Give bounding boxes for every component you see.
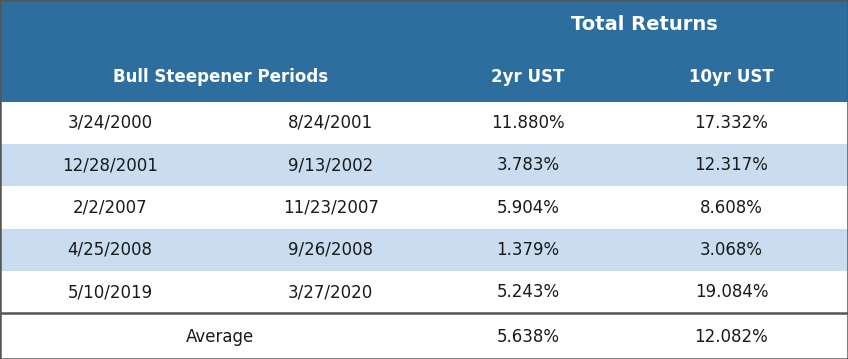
FancyBboxPatch shape (0, 229, 848, 271)
Text: 10yr UST: 10yr UST (689, 68, 773, 86)
Text: 11.880%: 11.880% (491, 114, 565, 132)
Text: 5.904%: 5.904% (496, 199, 560, 216)
FancyBboxPatch shape (0, 313, 848, 359)
Text: 2yr UST: 2yr UST (491, 68, 565, 86)
Text: Total Returns: Total Returns (571, 15, 718, 34)
Text: 8.608%: 8.608% (700, 199, 763, 216)
FancyBboxPatch shape (0, 0, 848, 102)
Text: 3.068%: 3.068% (700, 241, 763, 259)
Text: 3.783%: 3.783% (496, 156, 560, 174)
Text: 5.243%: 5.243% (496, 283, 560, 301)
Text: 5.638%: 5.638% (496, 328, 560, 346)
Text: 17.332%: 17.332% (695, 114, 768, 132)
Text: 12.082%: 12.082% (695, 328, 768, 346)
Text: Average: Average (187, 328, 254, 346)
Text: 12.317%: 12.317% (695, 156, 768, 174)
Text: 12/28/2001: 12/28/2001 (62, 156, 159, 174)
Text: 2/2/2007: 2/2/2007 (73, 199, 148, 216)
FancyBboxPatch shape (0, 271, 848, 313)
Text: 5/10/2019: 5/10/2019 (68, 283, 153, 301)
Text: Bull Steepener Periods: Bull Steepener Periods (113, 68, 328, 86)
Text: 8/24/2001: 8/24/2001 (288, 114, 373, 132)
Text: 1.379%: 1.379% (496, 241, 560, 259)
Text: 11/23/2007: 11/23/2007 (282, 199, 379, 216)
FancyBboxPatch shape (0, 102, 848, 144)
Text: 9/26/2008: 9/26/2008 (288, 241, 373, 259)
FancyBboxPatch shape (0, 186, 848, 229)
FancyBboxPatch shape (0, 144, 848, 186)
Text: 9/13/2002: 9/13/2002 (288, 156, 373, 174)
Text: 4/25/2008: 4/25/2008 (68, 241, 153, 259)
Text: 3/27/2020: 3/27/2020 (288, 283, 373, 301)
Text: 3/24/2000: 3/24/2000 (68, 114, 153, 132)
Text: 19.084%: 19.084% (695, 283, 768, 301)
